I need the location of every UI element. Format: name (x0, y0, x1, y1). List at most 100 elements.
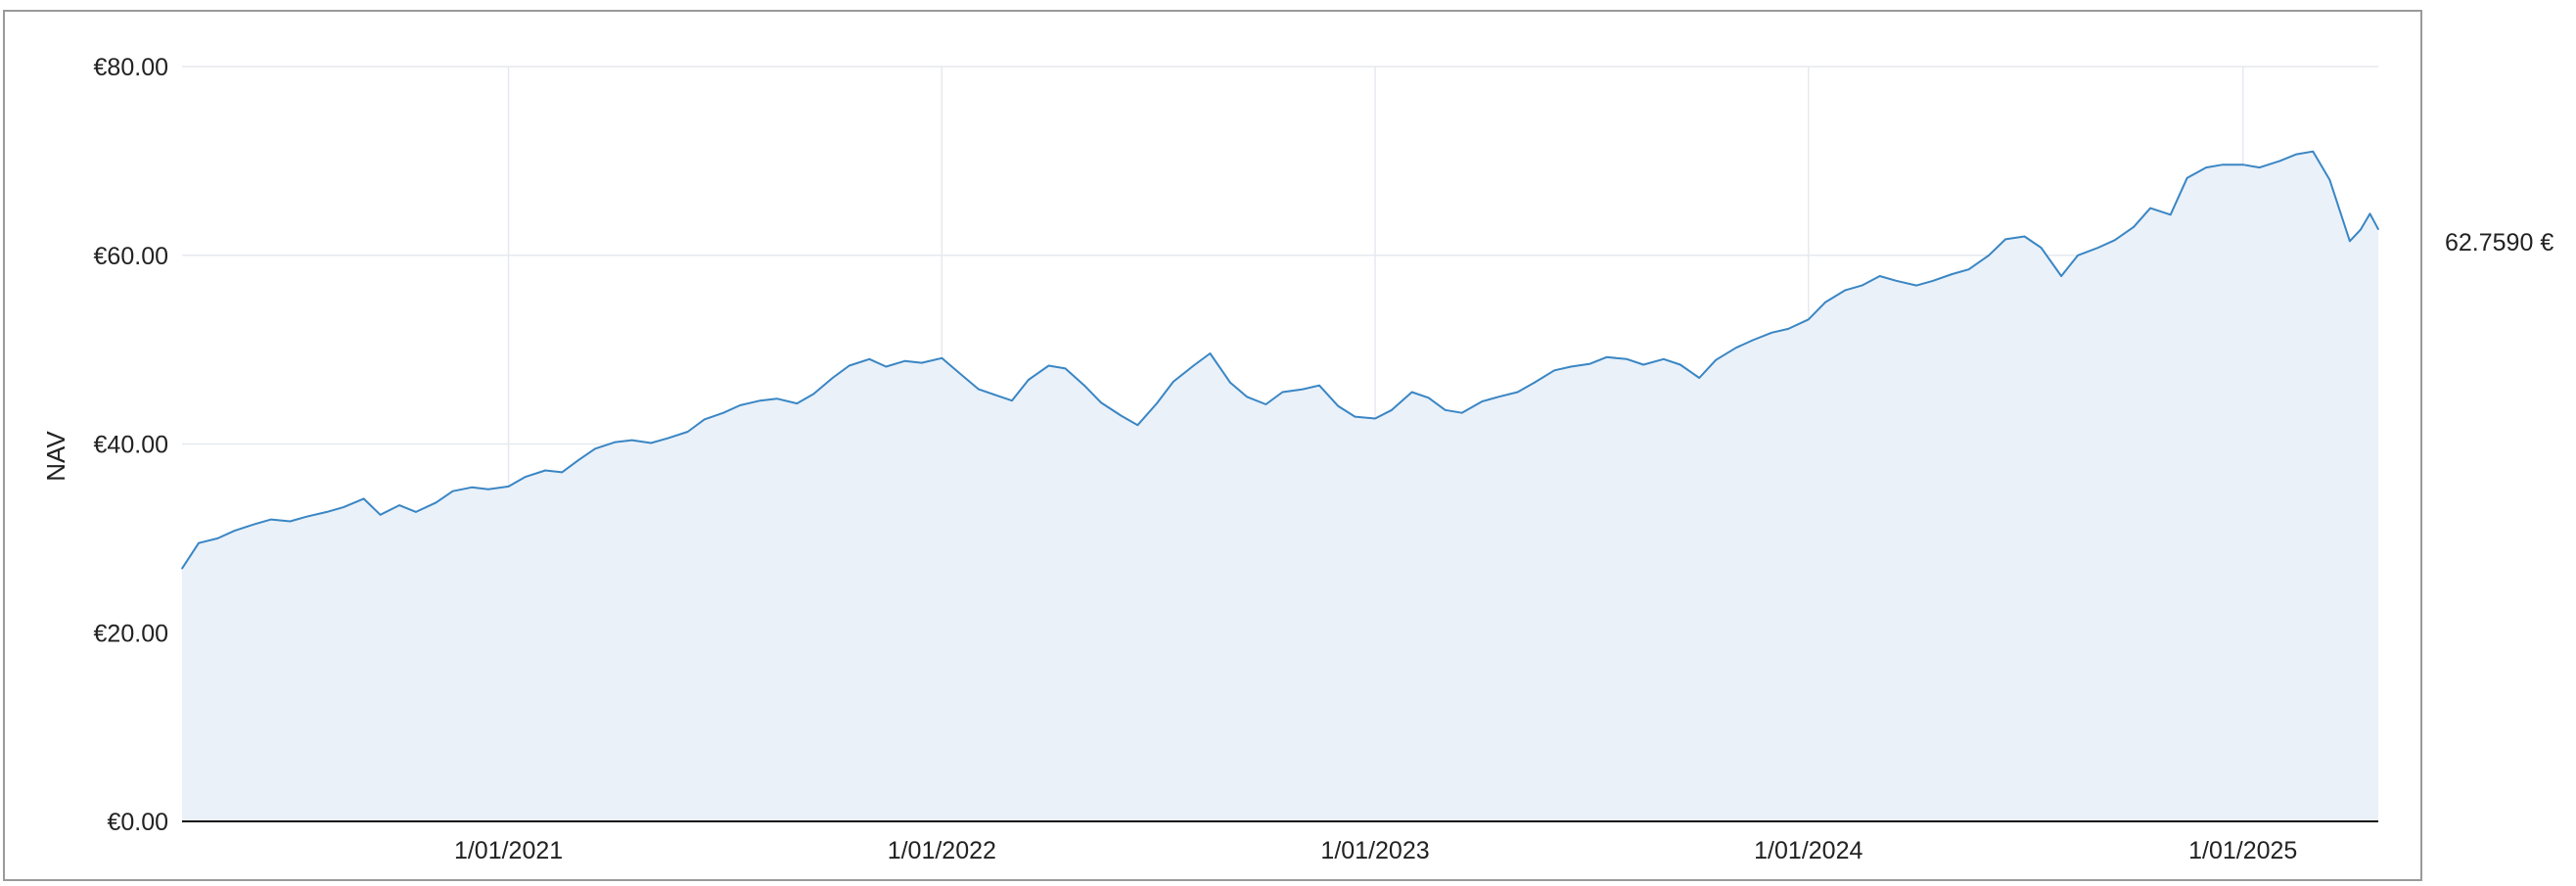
nav-data-point (1844, 289, 1847, 292)
nav-data-point (1570, 365, 1572, 368)
nav-data-point (1391, 409, 1393, 411)
nav-data-point (2149, 207, 2151, 210)
nav-data-point (2278, 160, 2281, 163)
nav-data-point (487, 489, 489, 490)
nav-data-point (343, 506, 345, 508)
nav-data-point (1229, 382, 1231, 384)
nav-data-point (614, 441, 617, 443)
nav-data-point (198, 541, 200, 544)
nav-data-point (686, 431, 689, 433)
nav-data-point (2113, 239, 2116, 242)
nav-data-point (1136, 424, 1139, 427)
nav-data-point (544, 469, 546, 472)
nav-data-point (630, 439, 633, 442)
nav-data-point (957, 371, 960, 374)
nav-data-point (1497, 396, 1499, 398)
nav-data-point (2369, 212, 2371, 215)
nav-data-point (1642, 363, 1644, 366)
nav-data-point (1047, 364, 1050, 367)
nav-data-point (2349, 240, 2351, 243)
nav-data-point (471, 487, 473, 489)
nav-data-point (831, 377, 834, 379)
nav-data-point (1083, 384, 1085, 387)
nav-data-point (1808, 318, 1810, 321)
nav-data-point (1715, 358, 1717, 361)
nav-data-point (1932, 280, 1934, 282)
nav-data-point (362, 497, 365, 500)
nav-data-point (1265, 403, 1267, 405)
nav-data-point (759, 399, 761, 402)
nav-data-point (398, 504, 400, 506)
nav-data-point (1427, 396, 1430, 399)
nav-area-fill (182, 151, 2378, 821)
axes (181, 150, 2379, 822)
nav-data-point (2077, 255, 2079, 256)
nav-data-point (1246, 396, 1248, 398)
nav-data-point (1302, 388, 1304, 391)
nav-data-point (1173, 381, 1174, 383)
nav-data-point (2312, 150, 2315, 153)
nav-data-point (2258, 166, 2261, 168)
nav-data-point (415, 511, 417, 513)
nav-data-point (2328, 178, 2331, 181)
nav-data-point (451, 490, 454, 492)
nav-data-point (507, 486, 510, 488)
nav-data-point (1895, 280, 1898, 282)
nav-data-point (379, 514, 382, 516)
nav-data-point (2185, 176, 2188, 179)
nav-data-point (181, 567, 183, 570)
y-tick-label: €20.00 (94, 620, 168, 647)
nav-data-point (1100, 401, 1102, 403)
nav-data-point (2222, 163, 2224, 165)
nav-data-point (1967, 268, 1970, 271)
nav-data-point (594, 447, 596, 450)
y-tick-label: €0.00 (107, 809, 168, 836)
nav-data-point (1752, 339, 1754, 342)
nav-data-point (1626, 358, 1628, 360)
nav-data-point (1516, 391, 1519, 394)
y-axis-title: NAV (41, 431, 70, 482)
nav-data-point (1318, 384, 1320, 387)
nav-data-point (868, 358, 871, 360)
nav-data-point (1209, 352, 1212, 354)
nav-data-point (1861, 284, 1863, 287)
nav-data-point (1460, 411, 1463, 414)
nav-data-point (1281, 391, 1284, 394)
nav-data-point (1915, 284, 1917, 287)
y-tick-label: €80.00 (94, 54, 168, 81)
x-tick-label: 1/01/2025 (2188, 837, 2297, 864)
nav-data-point (1588, 362, 1591, 365)
nav-data-point (253, 523, 255, 526)
nav-data-point (1771, 332, 1772, 334)
nav-data-point (667, 437, 668, 440)
nav-data-point (2360, 228, 2362, 231)
nav-data-point (435, 501, 437, 504)
nav-data-point (2295, 153, 2298, 156)
x-tick-label: 1/01/2024 (1754, 837, 1863, 864)
nav-data-point (216, 537, 219, 539)
nav-data-point (650, 442, 652, 444)
nav-data-point (2241, 163, 2244, 165)
x-tick-label: 1/01/2022 (888, 837, 996, 864)
nav-data-point (1951, 273, 1954, 275)
nav-data-point (796, 402, 799, 404)
nav-data-point (233, 530, 236, 532)
nav-data-point (1824, 302, 1826, 303)
nav-data-point (994, 394, 996, 396)
nav-data-point (524, 476, 527, 479)
nav-data-point (289, 520, 292, 523)
nav-data-point (1354, 415, 1357, 418)
nav-data-point (1533, 382, 1536, 384)
nav-data-point (561, 471, 563, 474)
nav-data-point (885, 365, 888, 368)
nav-data-point (775, 397, 778, 400)
nav-data-point (577, 459, 579, 461)
x-tick-label: 1/01/2021 (454, 837, 563, 864)
nav-data-point (1735, 347, 1737, 350)
nav-data-point (1553, 369, 1555, 372)
nav-data-point (1028, 379, 1030, 381)
nav-line (181, 150, 2379, 570)
nav-data-point (2060, 275, 2062, 277)
nav-data-point (270, 518, 272, 521)
